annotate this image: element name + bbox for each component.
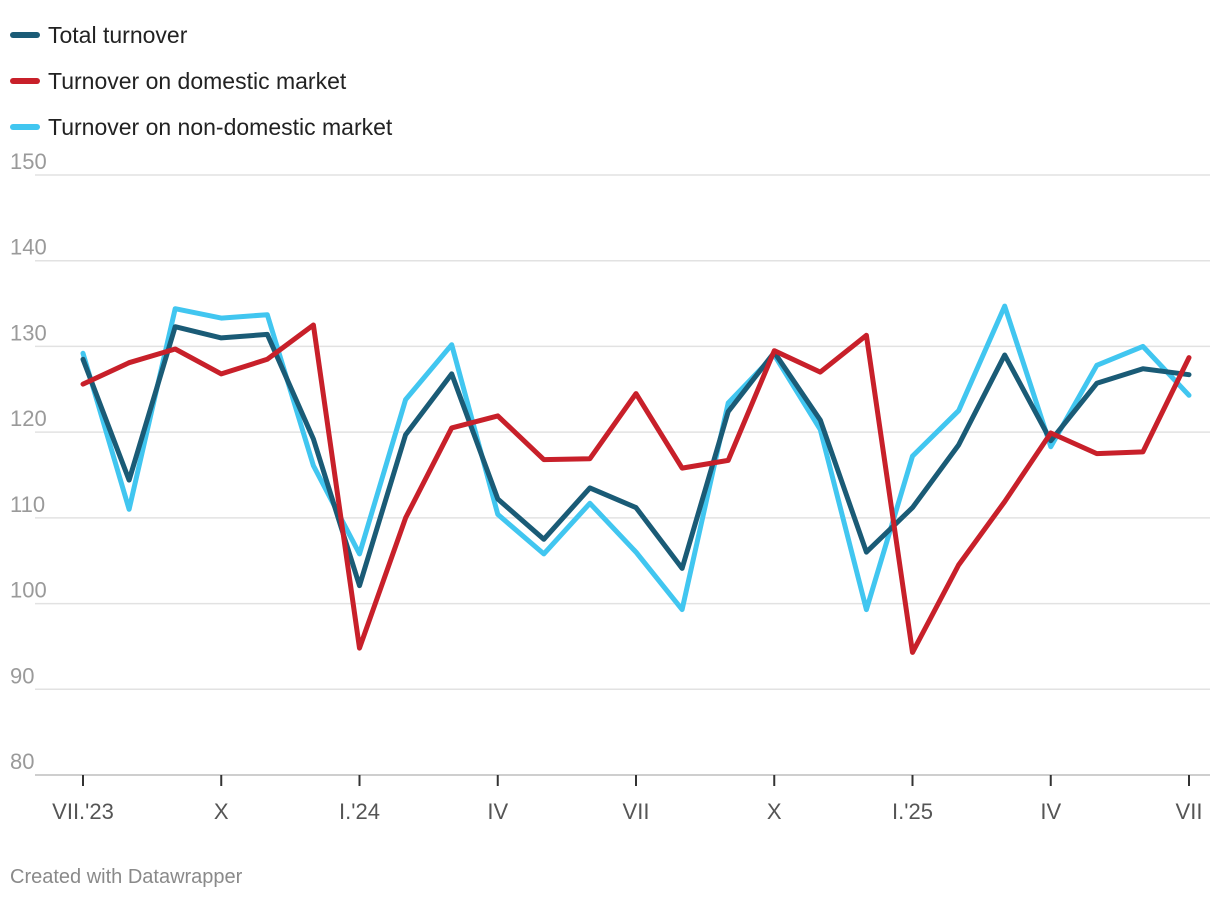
x-tick-label: VII <box>1176 799 1203 824</box>
y-tick-label: 120 <box>10 406 47 431</box>
legend-item-total: Total turnover <box>10 12 392 58</box>
x-tick-label: I.'25 <box>892 799 933 824</box>
x-tick-label: X <box>214 799 229 824</box>
legend-swatch-total <box>10 32 40 38</box>
legend-swatch-non-domestic <box>10 124 40 130</box>
series-line-non-domestic <box>80 303 1192 613</box>
x-axis: VII.'23 X I.'24 IV VII X I.'25 IV VII <box>52 775 1202 824</box>
x-tick-label: VII.'23 <box>52 799 114 824</box>
y-tick-label: 80 <box>10 749 34 774</box>
legend-label-non-domestic: Turnover on non-domestic market <box>48 113 393 140</box>
legend-swatch-domestic <box>10 78 40 84</box>
legend-item-non-domestic: Turnover on non-domestic market <box>10 104 392 150</box>
x-tick-label: IV <box>1040 799 1061 824</box>
legend-label-domestic: Turnover on domestic market <box>48 67 347 94</box>
legend-label-total: Total turnover <box>48 21 188 48</box>
series-line-domestic <box>80 322 1192 655</box>
y-tick-label: 90 <box>10 663 34 688</box>
footer-credit: Created with Datawrapper <box>10 866 243 888</box>
y-tick-label: 130 <box>10 320 47 345</box>
x-tick-label: X <box>767 799 782 824</box>
grid: 80 90 100 110 120 130 140 150 <box>10 149 1210 776</box>
x-tick-label: I.'24 <box>339 799 380 824</box>
series-lines <box>80 303 1192 655</box>
x-tick-label: VII <box>623 799 650 824</box>
legend: Total turnover Turnover on domestic mark… <box>10 12 392 150</box>
legend-item-domestic: Turnover on domestic market <box>10 58 392 104</box>
y-tick-label: 100 <box>10 578 47 603</box>
y-tick-label: 140 <box>10 235 47 260</box>
y-tick-label: 150 <box>10 149 47 174</box>
y-tick-label: 110 <box>10 492 45 517</box>
x-tick-label: IV <box>487 799 508 824</box>
series-line-total <box>80 324 1192 589</box>
